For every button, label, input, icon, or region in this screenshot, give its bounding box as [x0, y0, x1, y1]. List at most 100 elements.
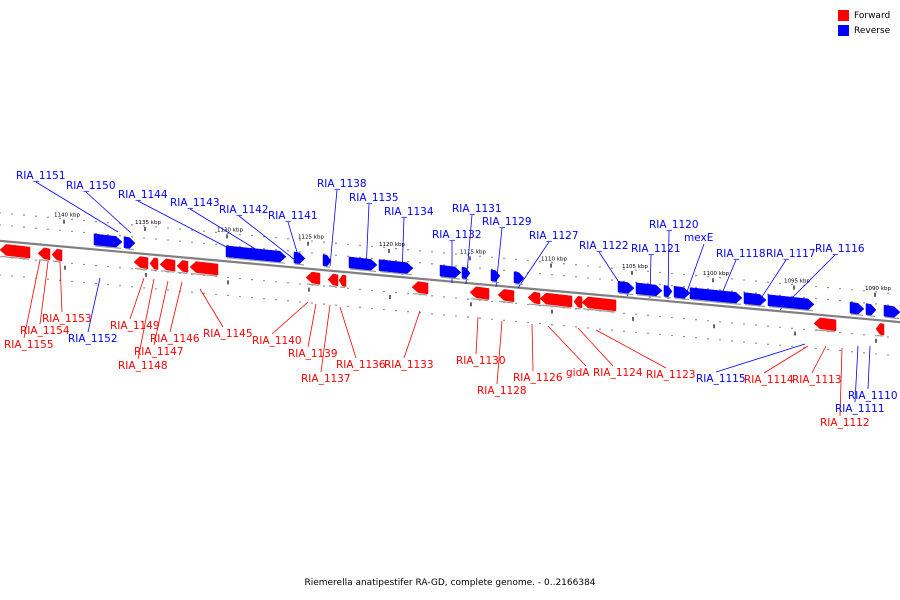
guide-dot: [551, 274, 553, 276]
guide-dot: [551, 324, 553, 326]
guide-dot: [851, 333, 853, 335]
guide-dot: [227, 232, 229, 235]
guide-dot: [719, 277, 721, 279]
gene-label-leader: [189, 208, 263, 254]
guide-dot: [215, 293, 217, 296]
guide-dot: [767, 281, 769, 283]
guide-dot: [203, 242, 205, 245]
guide-dot: [95, 220, 97, 223]
guide-dot: [647, 282, 649, 285]
guide-dot: [179, 240, 181, 242]
guide-dot: [731, 290, 733, 292]
guide-dot: [503, 257, 505, 260]
guide-dot: [863, 290, 865, 292]
guide-dot: [335, 242, 337, 244]
gene-label-leader: [839, 347, 843, 417]
guide-dot: [143, 237, 145, 239]
guide-dot: [611, 279, 613, 281]
gene-label: RIA_1145: [203, 328, 253, 340]
guide-dot: [311, 302, 313, 304]
gene-arrow: RIA_1145: [189, 261, 219, 277]
guide-dot: [455, 315, 457, 317]
guide-dot: [47, 278, 49, 280]
gene-labels: RIA_1155RIA_1154RIA_1153RIA_1152RIA_1151…: [4, 170, 898, 429]
gene-arrow: RIA_1150: [123, 236, 136, 251]
gene-arrow-shadow: [491, 281, 500, 284]
guide-dot: [887, 336, 889, 338]
guide-dot: [71, 262, 73, 265]
gene-arrow-body: [573, 295, 583, 309]
guide-dot: [155, 288, 157, 290]
gene-arrow-shadow: [690, 299, 742, 305]
gene-arrow: RIA_1127: [513, 271, 525, 286]
guide-dot: [671, 316, 673, 319]
guide-dot: [107, 265, 109, 268]
guide-dot: [23, 226, 25, 228]
gene-label: RIA_1133: [384, 359, 434, 371]
guide-dot: [755, 292, 757, 294]
gene-arrow-shadow: [462, 278, 470, 281]
gene-label: RIA_1154: [20, 325, 70, 337]
gene-label-leader: [547, 325, 587, 367]
gene-label-leader: [854, 345, 859, 403]
guide-dot: [167, 227, 169, 229]
guide-dot: [455, 297, 457, 299]
guide-dot: [731, 322, 733, 324]
guide-dot: [335, 304, 337, 306]
guide-dot: [371, 289, 373, 292]
gene-label-leader: [811, 345, 827, 374]
gene-arrow-body: [849, 301, 865, 315]
guide-dot: [659, 283, 661, 286]
guide-dot: [167, 239, 169, 241]
guide-dot: [131, 268, 133, 270]
guide-dot: [695, 274, 697, 277]
guide-dot: [263, 248, 265, 250]
reverse-swatch: [838, 25, 849, 36]
scale-tick-label: 1120 kbp: [379, 242, 405, 248]
guide-dot: [419, 250, 421, 252]
gene-label-leader: [39, 261, 49, 325]
guide-dot: [287, 238, 289, 240]
gene-label-leader: [496, 320, 503, 385]
gene-label: RIA_1132: [432, 229, 482, 241]
gene-arrow-body: [490, 269, 501, 282]
gene-label-leader: [403, 310, 421, 359]
guide-dot: [683, 335, 685, 338]
guide-dot: [83, 281, 85, 284]
guide-dot: [767, 325, 769, 327]
gene-arrow-shadow: [470, 298, 489, 302]
gene-label: RIA_1135: [349, 192, 399, 204]
guide-dot: [251, 296, 253, 299]
guide-dot: [563, 275, 565, 277]
guide-dot: [323, 303, 325, 305]
gene-label: RIA_1121: [631, 243, 681, 255]
gene-label-leader: [867, 345, 871, 390]
guide-dot: [707, 288, 709, 290]
gene-label-leader: [23, 259, 41, 339]
guide-dot: [71, 230, 73, 233]
gene-arrow-shadow: [190, 272, 218, 277]
guide-dot: [0, 256, 1, 258]
gene-label-leader: [238, 215, 296, 261]
guide-dot: [599, 278, 601, 280]
scale-tick-label: 1140 kbp: [54, 213, 80, 219]
gene-arrow-shadow: [124, 247, 135, 251]
gene-label: RIA_1148: [118, 360, 168, 372]
guide-dot: [503, 269, 505, 272]
gene-label-leader: [271, 301, 309, 335]
gene-arrow-shadow: [150, 269, 158, 272]
guide-dot: [107, 221, 109, 224]
gene-label: RIA_1141: [268, 210, 318, 222]
guide-dot: [119, 267, 121, 269]
guide-dot: [599, 266, 601, 268]
guide-dot: [251, 234, 253, 237]
scale-tick-label: 1105 kbp: [622, 264, 648, 270]
guide-dot: [407, 261, 409, 263]
gene-arrow-body: [767, 294, 815, 311]
gene-arrow-body: [439, 264, 462, 279]
gene-arrow-shadow: [582, 308, 616, 313]
gene-arrow-body: [338, 274, 347, 287]
guide-dot: [479, 267, 481, 269]
gene-arrow-shadow: [328, 285, 338, 288]
gene-arrow-body: [617, 280, 635, 294]
